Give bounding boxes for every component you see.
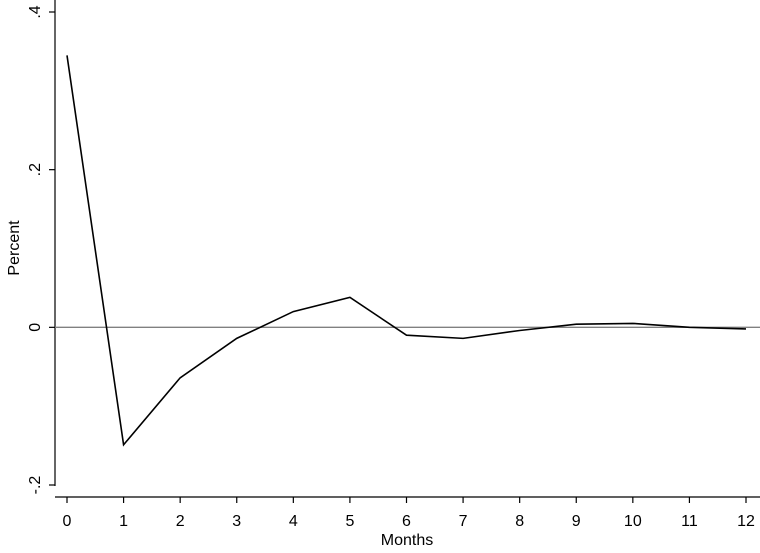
x-tick-label: 5 [345,513,354,530]
x-tick-label: 4 [289,513,298,530]
y-axis: -.2 0 .2 .4 [27,0,56,495]
x-axis: 0 1 2 3 4 5 6 7 8 9 10 11 12 [55,496,760,530]
series-line [66,55,747,447]
x-tick-label: 6 [402,513,411,530]
x-tick-label: 1 [119,513,128,530]
x-axis-title: Months [381,532,433,549]
x-tick-label: 7 [459,513,468,530]
y-axis-title: Percent [6,220,23,276]
x-tick-label: 10 [624,513,642,530]
x-tick-label: 11 [681,513,698,530]
y-tick-label: 0 [27,323,44,332]
x-tick-label: 2 [176,513,185,530]
x-tick-label: 9 [572,513,581,530]
y-tick-label: .2 [27,163,44,176]
x-tick-label: 12 [737,513,755,530]
x-tick-label: 0 [63,513,72,530]
series-layer [66,55,747,447]
y-tick-label: .4 [27,5,44,18]
x-tick-label: 8 [515,513,524,530]
x-tick-label: 3 [232,513,241,530]
y-tick-label: -.2 [27,476,44,495]
